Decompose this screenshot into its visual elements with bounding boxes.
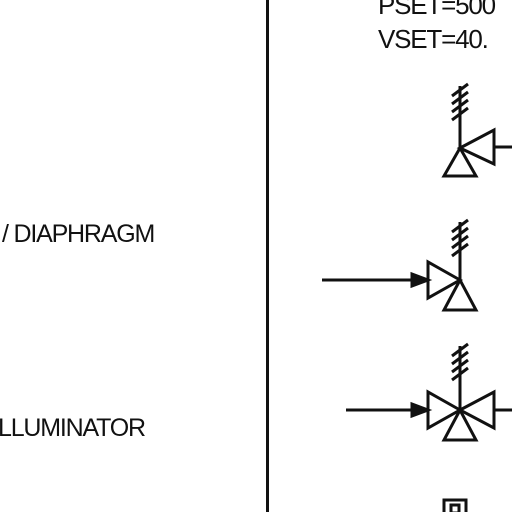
pset-setting-text: PSET=500 (378, 0, 496, 20)
valve-angle-diaphragm-icon (322, 218, 479, 312)
valve-box-partial-icon (442, 498, 468, 512)
column-divider-line (266, 0, 269, 512)
illuminator-label: LLUMINATOR (0, 414, 146, 442)
valve-three-way-illuminator-icon (346, 342, 512, 442)
valve-side-actuated-icon (441, 82, 512, 178)
diaphragm-label: / DIAPHRAGM (2, 220, 155, 248)
vset-setting-text: VSET=40. (378, 24, 489, 54)
